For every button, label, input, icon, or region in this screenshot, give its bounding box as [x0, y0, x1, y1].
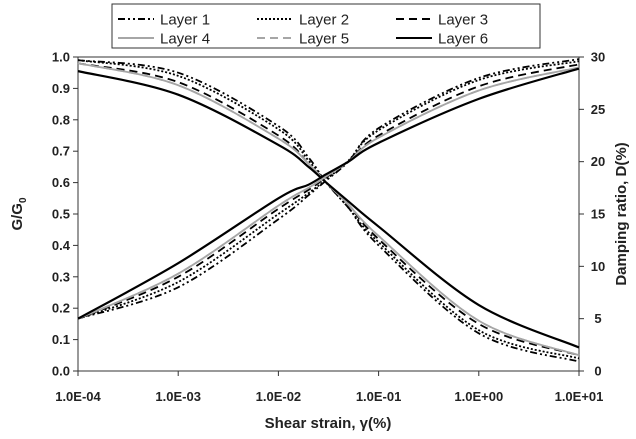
legend-items: Layer 1 Layer 2 Layer 3 Layer 4 Layer 5 Layer…: [118, 12, 488, 48]
y-left-tick-label: 0.7: [52, 144, 70, 159]
y-right-tick-label: 20: [591, 154, 605, 169]
y-left-tick-label: 0.3: [52, 269, 70, 284]
y-left-tick-label: 0.0: [52, 364, 70, 379]
x-tick-label: 1.0E+01: [555, 389, 604, 404]
legend-label: Layer 3: [438, 12, 488, 29]
legend: Layer 1 Layer 2 Layer 3 Layer 4 Layer 5 Layer…: [111, 3, 541, 49]
y-left-axis-title-sub: 0: [18, 197, 29, 203]
x-tick-label: 1.0E-01: [356, 389, 402, 404]
legend-label: Layer 6: [438, 31, 488, 48]
x-axis-title: Shear strain, γ(%): [265, 415, 392, 432]
modulus-line-layer-2: [77, 59, 580, 360]
y-right-tick-label: 0: [594, 364, 601, 379]
series-lines: [77, 58, 580, 363]
y-right-tick-label: 5: [594, 311, 601, 326]
damping-line-layer-4: [77, 66, 580, 320]
damping-line-layer-6: [77, 67, 580, 320]
modulus-line-layer-1: [77, 59, 580, 363]
legend-label: Layer 4: [160, 31, 210, 48]
y-left-tick-label: 0.1: [52, 332, 70, 347]
y-left-tick-label: 0.4: [52, 238, 71, 253]
y-right-tick-label: 30: [591, 50, 605, 65]
y-right-tick-label: 25: [591, 102, 605, 117]
y-left-tick-label: 0.2: [52, 301, 70, 316]
modulus-line-layer-3: [77, 62, 580, 357]
y-left-tick-label: 1.0: [52, 50, 70, 65]
y-right-tick-label: 10: [591, 259, 605, 274]
legend-label: Layer 1: [160, 12, 210, 29]
damping-line-layer-5: [77, 66, 580, 320]
y-left-axis-title: G/G0: [9, 197, 29, 231]
damping-line-layer-3: [77, 63, 580, 320]
y-left-tick-label: 0.5: [52, 207, 70, 222]
legend-label: Layer 2: [299, 12, 349, 29]
y-left-tick-label: 0.9: [52, 81, 70, 96]
legend-label: Layer 5: [299, 31, 349, 48]
plot-frame: [77, 56, 580, 372]
damping-line-layer-2: [77, 60, 580, 320]
x-tick-label: 1.0E-02: [256, 389, 302, 404]
legend-frame: [111, 3, 541, 49]
modulus-line-layer-4: [77, 62, 580, 357]
x-tick-label: 1.0E-03: [155, 389, 201, 404]
x-axis: 1.0E-04 1.0E-03 1.0E-02 1.0E-01 1.0E+00 1.0E+…: [55, 371, 603, 404]
y-right-tick-label: 15: [591, 207, 605, 222]
y-left-tick-label: 0.6: [52, 175, 70, 190]
x-tick-label: 1.0E+00: [454, 389, 503, 404]
y-right-axis: 0 5 10 15 20 25 30: [579, 50, 605, 379]
y-left-axis: 0.0 0.1 0.2 0.3 0.4 0.5 0.6 0.7 0.8 0.9 1.0: [52, 50, 78, 379]
y-left-tick-label: 0.8: [52, 112, 70, 127]
y-left-axis-title-main: G/G: [9, 203, 26, 231]
y-right-axis-title: Damping ratio, D(%): [613, 142, 630, 285]
damping-line-layer-1: [77, 58, 580, 320]
modulus-line-layer-5: [77, 62, 580, 357]
x-tick-label: 1.0E-04: [55, 389, 101, 404]
modulus-line-layer-6: [77, 70, 580, 349]
